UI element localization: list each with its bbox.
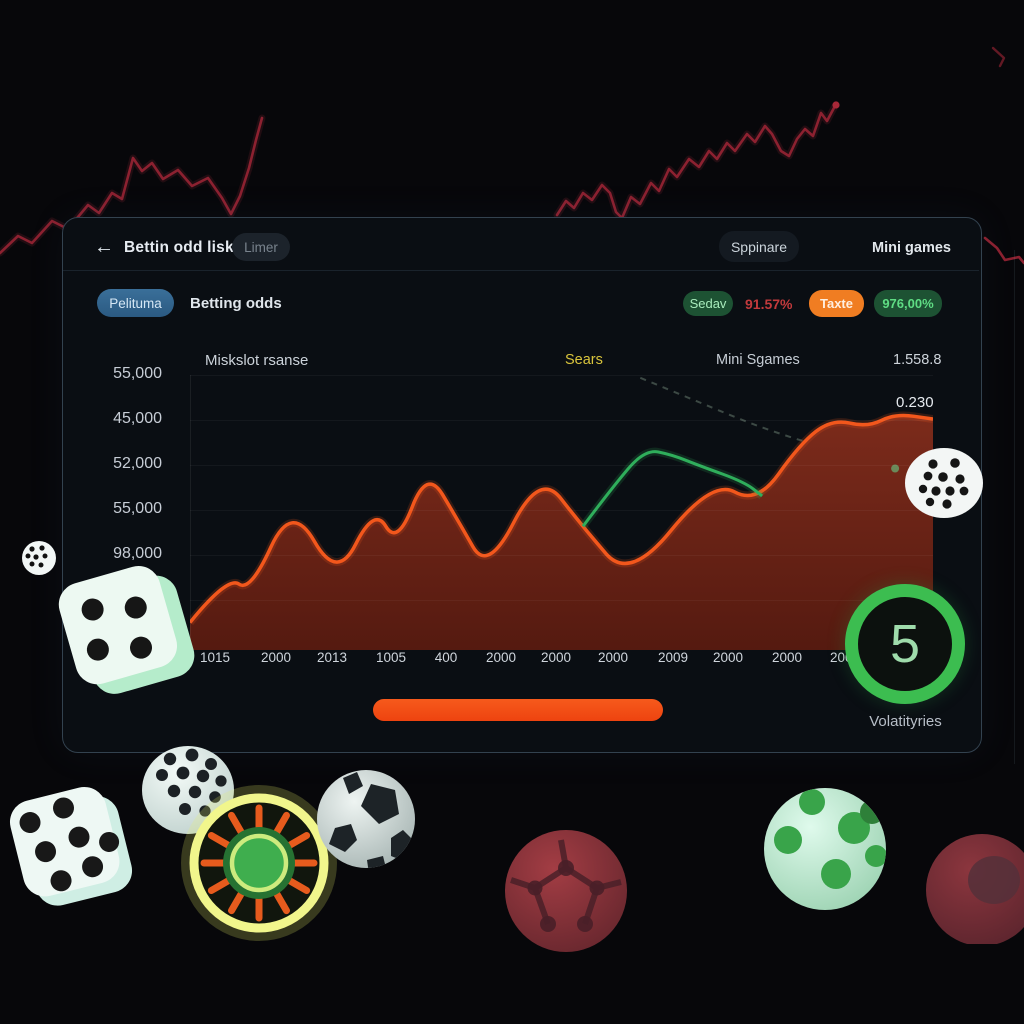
gridline [190, 600, 933, 601]
dotted-sphere-icon [142, 746, 234, 834]
header-divider [63, 270, 979, 271]
x-tick: 1005 [375, 650, 407, 665]
mini-sgames-label: Mini Sgames [716, 352, 800, 368]
volatility-gauge: 5 [845, 584, 965, 704]
right-edge-divider [1014, 250, 1015, 764]
sedav-chip[interactable]: Sedav [683, 291, 733, 316]
area-chart [190, 376, 933, 650]
limer-badge[interactable]: Limer [232, 233, 290, 261]
percent-badge-green: 976,00% [874, 290, 942, 317]
pelituma-pill[interactable]: Pelituma [97, 289, 174, 317]
back-arrow-icon[interactable]: ← [94, 236, 114, 258]
roulette-wheel-icon [181, 785, 337, 941]
betting-odds-label: Betting odds [190, 295, 282, 312]
x-tick: 2009 [657, 650, 689, 665]
x-tick: 2000 [771, 650, 803, 665]
percent-value-red: 91.57% [745, 296, 793, 312]
gridline [190, 465, 933, 466]
mini-sgames-value: 1.558.8 [893, 352, 942, 368]
soccer-ball-icon [317, 770, 415, 868]
x-tick: 2000 [597, 650, 629, 665]
y-tick: 55,000 [113, 500, 162, 517]
gridline [190, 510, 933, 511]
chart-title: Miskslot rsanse [205, 352, 309, 369]
area-line [190, 413, 933, 624]
gauge-value: 5 [889, 614, 921, 674]
dotted-ball-icon [905, 448, 983, 518]
gridline [190, 375, 933, 376]
small-dotted-ball-icon [22, 541, 56, 575]
edge-red-ball-icon [926, 834, 1024, 944]
page-title: Bettin odd lisks [124, 239, 243, 256]
x-tick: 2000 [485, 650, 517, 665]
spinner-button[interactable]: Sppinare [719, 231, 799, 262]
taxte-chip[interactable]: Taxte [809, 290, 864, 317]
x-tick: 2000 [260, 650, 292, 665]
gauge-label: Volatityries [869, 713, 942, 730]
y-tick: 55,000 [113, 365, 162, 382]
mini-games-link[interactable]: Mini games [872, 240, 951, 256]
y-axis-line [190, 375, 191, 650]
sears-line [581, 450, 764, 528]
y-tick: 52,000 [113, 455, 162, 472]
progress-bar[interactable] [373, 699, 663, 721]
large-die-icon [58, 566, 195, 694]
x-tick: 2013 [316, 650, 348, 665]
trend-end-dot [891, 464, 900, 473]
background-market-traces [0, 46, 1024, 265]
x-tick: 400 [434, 650, 458, 665]
area-chart-plot[interactable] [190, 375, 933, 650]
bottom-die-icon [9, 786, 133, 906]
x-tick: 2000 [540, 650, 572, 665]
gridline [190, 420, 933, 421]
mint-ball-icon [764, 788, 886, 910]
y-tick: 45,000 [113, 410, 162, 427]
gridline [190, 555, 933, 556]
red-ball-icon [505, 830, 627, 952]
y-tick: 98,000 [113, 545, 162, 562]
point-value: 0.230 [896, 394, 934, 411]
legend-sears[interactable]: Sears [565, 352, 603, 368]
x-tick: 2000 [712, 650, 744, 665]
x-tick: 1015 [199, 650, 231, 665]
area-fill [190, 415, 933, 650]
